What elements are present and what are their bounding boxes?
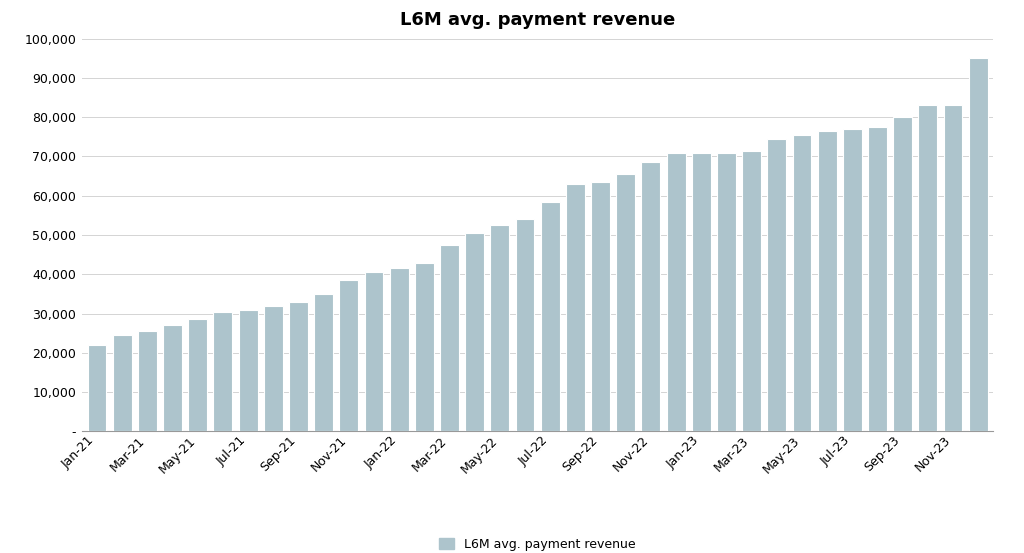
Bar	[264, 306, 283, 431]
Legend: L6M avg. payment revenue: L6M avg. payment revenue	[439, 538, 636, 551]
Bar	[893, 117, 912, 431]
Bar	[113, 335, 132, 431]
Bar	[339, 280, 358, 431]
Bar	[415, 263, 434, 431]
Bar	[365, 272, 383, 431]
Bar	[868, 127, 887, 431]
Bar	[213, 311, 232, 431]
Bar	[88, 345, 106, 431]
Bar	[465, 233, 484, 431]
Bar	[667, 153, 685, 431]
Bar	[289, 302, 308, 431]
Bar	[616, 174, 635, 431]
Bar	[692, 153, 711, 431]
Bar	[818, 131, 837, 431]
Bar	[767, 139, 786, 431]
Bar	[440, 245, 459, 431]
Bar	[641, 163, 660, 431]
Bar	[591, 182, 610, 431]
Bar	[490, 225, 509, 431]
Bar	[717, 153, 736, 431]
Bar	[188, 320, 207, 431]
Bar	[515, 220, 535, 431]
Bar	[843, 129, 862, 431]
Bar	[239, 310, 257, 431]
Bar	[138, 331, 157, 431]
Bar	[969, 58, 987, 431]
Bar	[566, 184, 585, 431]
Title: L6M avg. payment revenue: L6M avg. payment revenue	[400, 11, 675, 29]
Bar	[742, 150, 761, 431]
Bar	[390, 268, 409, 431]
Bar	[919, 106, 937, 431]
Bar	[314, 294, 333, 431]
Bar	[943, 106, 963, 431]
Bar	[541, 202, 560, 431]
Bar	[793, 135, 811, 431]
Bar	[163, 325, 182, 431]
